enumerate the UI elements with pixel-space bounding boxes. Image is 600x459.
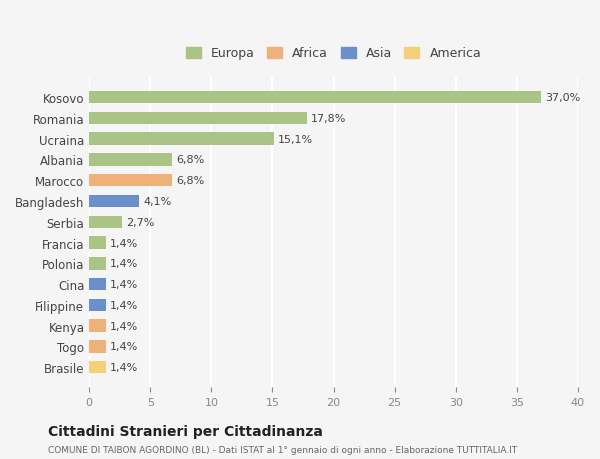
Bar	[89, 216, 122, 229]
Bar	[89, 237, 106, 249]
Text: 1,4%: 1,4%	[110, 238, 138, 248]
Text: 1,4%: 1,4%	[110, 300, 138, 310]
Bar	[89, 133, 274, 146]
Text: 6,8%: 6,8%	[176, 176, 204, 186]
Bar	[89, 319, 106, 332]
Text: 37,0%: 37,0%	[545, 93, 580, 103]
Text: Cittadini Stranieri per Cittadinanza: Cittadini Stranieri per Cittadinanza	[48, 425, 323, 438]
Text: 1,4%: 1,4%	[110, 341, 138, 352]
Text: 1,4%: 1,4%	[110, 321, 138, 331]
Text: 1,4%: 1,4%	[110, 280, 138, 290]
Bar	[89, 257, 106, 270]
Text: 1,4%: 1,4%	[110, 362, 138, 372]
Bar	[89, 341, 106, 353]
Bar	[89, 278, 106, 291]
Text: 2,7%: 2,7%	[126, 217, 154, 227]
Bar	[89, 196, 139, 208]
Text: 1,4%: 1,4%	[110, 259, 138, 269]
Bar	[89, 92, 541, 104]
Text: 4,1%: 4,1%	[143, 196, 171, 207]
Text: 6,8%: 6,8%	[176, 155, 204, 165]
Legend: Europa, Africa, Asia, America: Europa, Africa, Asia, America	[182, 44, 485, 64]
Bar	[89, 299, 106, 311]
Text: 17,8%: 17,8%	[310, 114, 346, 123]
Text: COMUNE DI TAIBON AGORDINO (BL) - Dati ISTAT al 1° gennaio di ogni anno - Elabora: COMUNE DI TAIBON AGORDINO (BL) - Dati IS…	[48, 445, 517, 454]
Bar	[89, 154, 172, 166]
Bar	[89, 174, 172, 187]
Bar	[89, 361, 106, 374]
Bar	[89, 112, 307, 125]
Text: 15,1%: 15,1%	[277, 134, 313, 145]
